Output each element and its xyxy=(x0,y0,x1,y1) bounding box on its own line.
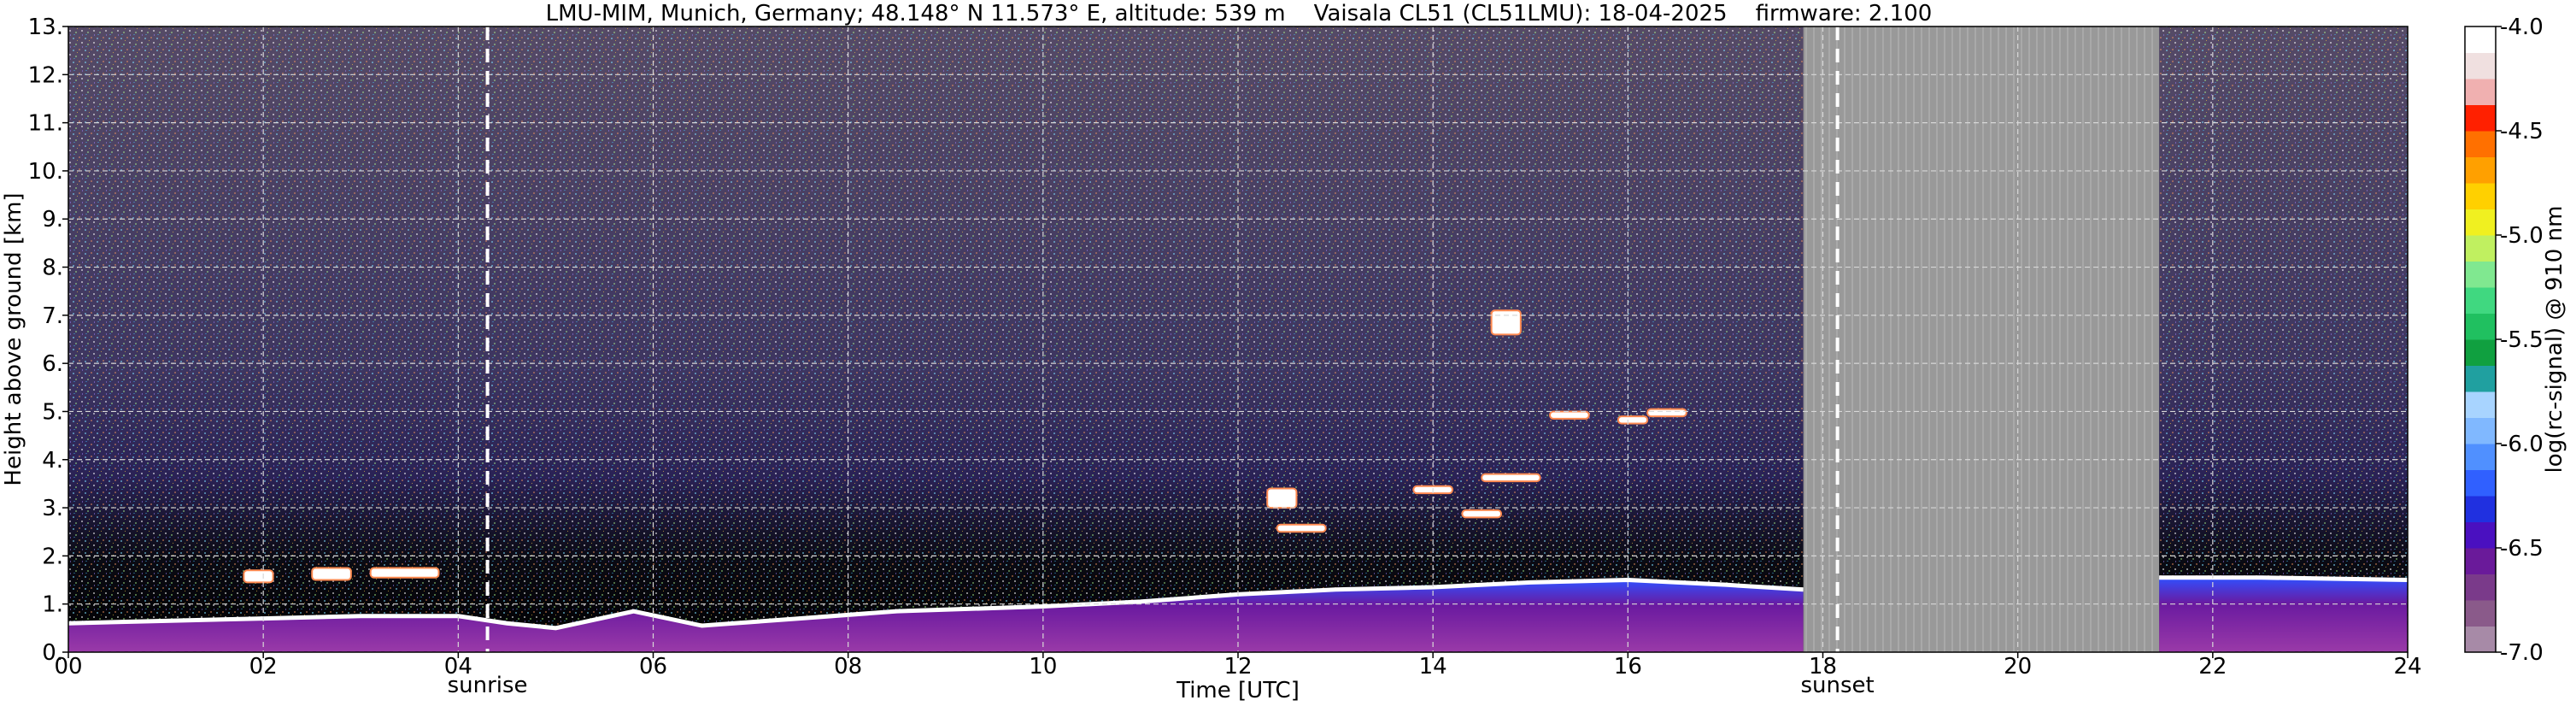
colorbar-bands xyxy=(2465,26,2496,653)
colorbar-band xyxy=(2465,417,2496,444)
x-axis-label: Time [UTC] xyxy=(1176,678,1300,703)
cloud-feature xyxy=(1276,523,1327,533)
colorbar-band xyxy=(2465,469,2496,497)
y-tick-label: 9. xyxy=(42,207,63,232)
x-tick-label: 08 xyxy=(834,654,862,680)
y-tick-label: 5. xyxy=(42,399,63,425)
colorbar-band xyxy=(2465,391,2496,418)
colorbar-band xyxy=(2465,287,2496,314)
cloud-feature xyxy=(1549,410,1590,420)
sunrise-label: sunrise xyxy=(448,673,528,698)
colorbar-ticks: -4.0 -4.5 -5.0 -5.5 -6.0 -6.5 -7.0 xyxy=(2496,15,2544,666)
y-tick-label: 11. xyxy=(28,111,63,137)
plot-area: sunrise sunset xyxy=(67,26,2409,698)
cloud-feature xyxy=(369,567,440,579)
colorbar-band xyxy=(2465,444,2496,470)
colorbar-label: log(rc-signal) @ 910 nm xyxy=(2542,206,2567,474)
y-tick-label: 13. xyxy=(28,15,63,40)
cloud-feature xyxy=(311,567,352,581)
boundary-layer-layer xyxy=(67,575,2409,652)
cloud-feature xyxy=(1646,408,1687,418)
y-tick-label: 7. xyxy=(42,303,63,329)
colorbar-band xyxy=(2465,261,2496,288)
cloud-feature xyxy=(1266,487,1298,509)
no-data-region xyxy=(1803,26,2160,652)
colorbar-tick-label: -6.5 xyxy=(2500,536,2544,562)
x-tick-label: 22 xyxy=(2198,654,2227,680)
colorbar-band xyxy=(2465,104,2496,132)
y-tick-label: 1. xyxy=(42,592,63,618)
y-tick-label: 8. xyxy=(42,256,63,281)
y-tick-label: 12. xyxy=(28,62,63,88)
colorbar-band xyxy=(2465,209,2496,236)
cloud-feature xyxy=(1461,509,1503,519)
colorbar-band xyxy=(2465,235,2496,262)
colorbar-band xyxy=(2465,339,2496,366)
y-tick-label: 6. xyxy=(42,351,63,377)
y-tick-label: 4. xyxy=(42,448,63,474)
x-tick-label: 10 xyxy=(1029,654,1057,680)
colorbar-tick-label: -6.0 xyxy=(2500,432,2544,457)
cloud-feature xyxy=(243,569,274,584)
colorbar-band xyxy=(2465,156,2496,184)
colorbar-band xyxy=(2465,131,2496,157)
x-tick-label: 20 xyxy=(2004,654,2032,680)
boundary-layer-band xyxy=(2159,577,2408,652)
colorbar: -4.0 -4.5 -5.0 -5.5 -6.0 -6.5 -7.0 log(rc-sign… xyxy=(2464,15,2567,666)
colorbar-band xyxy=(2465,548,2496,574)
colorbar-band xyxy=(2465,183,2496,209)
chart-title: LMU-MIM, Munich, Germany; 48.148° N 11.5… xyxy=(546,1,1933,26)
x-tick-label: 14 xyxy=(1419,654,1447,680)
cloud-feature xyxy=(1490,309,1522,336)
colorbar-band xyxy=(2465,521,2496,549)
colorbar-band xyxy=(2465,365,2496,392)
colorbar-tick-label: -5.0 xyxy=(2500,223,2544,249)
y-tick-label: 3. xyxy=(42,496,63,521)
no-data-layer xyxy=(1803,26,2160,652)
colorbar-tick-label: -4.5 xyxy=(2500,119,2544,144)
x-axis: 00 02 04 06 08 10 12 14 16 18 20 22 24 xyxy=(54,652,2422,680)
colorbar-band xyxy=(2465,52,2496,79)
boundary-layer-band xyxy=(68,580,1804,652)
colorbar-tick-label: -7.0 xyxy=(2500,640,2544,666)
x-tick-label: 16 xyxy=(1614,654,1642,680)
y-axis: 0. 1. 2. 3. 4. 5. 6. 7. 8. 9. 10. 11. 12. 13. xyxy=(28,15,68,666)
x-tick-label: 04 xyxy=(444,654,472,680)
colorbar-band xyxy=(2465,26,2496,53)
x-tick-label: 02 xyxy=(249,654,278,680)
x-tick-label: 18 xyxy=(1809,654,1837,680)
colorbar-tick-label: -4.0 xyxy=(2500,15,2544,40)
cloud-feature xyxy=(1481,473,1541,483)
colorbar-band xyxy=(2465,496,2496,522)
colorbar-tick-label: -5.5 xyxy=(2500,327,2544,353)
colorbar-band xyxy=(2465,574,2496,601)
y-tick-label: 0. xyxy=(42,640,63,666)
x-tick-label: 24 xyxy=(2393,654,2421,680)
y-axis-label: Height above ground [km] xyxy=(1,192,26,485)
x-tick-label: 06 xyxy=(639,654,667,680)
y-tick-label: 2. xyxy=(42,544,63,569)
x-tick-label: 00 xyxy=(54,654,82,680)
colorbar-band xyxy=(2465,79,2496,105)
boundary-layer-top-line xyxy=(67,578,1804,631)
colorbar-band xyxy=(2465,626,2496,653)
cloud-feature xyxy=(1617,415,1649,425)
boundary-layer-top-line xyxy=(2159,575,2409,583)
x-tick-label: 12 xyxy=(1223,654,1252,680)
sunset-label: sunset xyxy=(1800,673,1874,698)
colorbar-band xyxy=(2465,313,2496,340)
day-marker-layer: sunrise sunset xyxy=(448,26,1875,698)
colorbar-band xyxy=(2465,600,2496,627)
y-tick-label: 10. xyxy=(28,159,63,185)
